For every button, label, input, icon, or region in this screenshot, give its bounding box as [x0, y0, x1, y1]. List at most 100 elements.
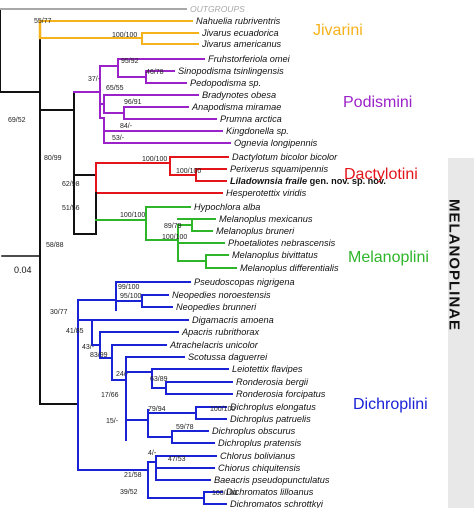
taxon-name: Nahuelia rubriventris — [196, 16, 281, 26]
taxon-label: Perixerus squamipennis — [230, 164, 328, 174]
taxon-label: Dactylotum bicolor bicolor — [232, 152, 338, 162]
support-value: 46/78 — [146, 69, 164, 76]
taxon-label: Melanoplus differentialis — [240, 263, 339, 273]
taxon-name: Perixerus squamipennis — [230, 164, 328, 174]
taxon-name: Sinopodisma tsinlingensis — [178, 66, 284, 76]
support-value: 79/94 — [148, 406, 166, 413]
taxon-label: Ronderosia forcipatus — [236, 389, 326, 399]
support-value: 17/66 — [101, 392, 119, 399]
support-value: 30/77 — [50, 309, 68, 316]
taxon-label: Nahuelia rubriventris — [196, 16, 281, 26]
taxon-label: Fruhstorferiola omei — [208, 54, 291, 64]
support-value: 63/89 — [150, 376, 168, 383]
taxon-label: Melanoplus bruneri — [216, 226, 295, 236]
taxon-label: Liladownsia fraile gen. nov. sp. nov. — [230, 176, 386, 186]
taxon-label: Pseudoscopas nigrigena — [194, 277, 295, 287]
taxon-label: Neopedies brunneri — [176, 302, 257, 312]
taxon-name: Melanoplus bivittatus — [232, 250, 318, 260]
support-value: 95/100 — [120, 293, 142, 300]
taxon-label: Dichroplus elongatus — [230, 402, 316, 412]
taxon-name: Dichroplus patruelis — [230, 414, 311, 424]
support-value: 47/53 — [168, 456, 186, 463]
taxon-label: Leiotettix flavipes — [232, 364, 303, 374]
taxon-name-suffix: gen. nov. sp. nov. — [307, 176, 386, 186]
subfamily-label: MELANOPLINAE — [446, 199, 463, 331]
taxon-name: Leiotettix flavipes — [232, 364, 303, 374]
taxon-label: Atrachelacris unicolor — [169, 340, 259, 350]
taxon-name: Ognevia longipennis — [234, 138, 318, 148]
taxon-label: Chiorus chiquitensis — [218, 463, 301, 473]
support-value: 37/- — [88, 76, 101, 83]
taxon-label: Chlorus bolivianus — [220, 451, 295, 461]
support-value: 43/- — [82, 344, 95, 351]
support-value: 89/79 — [164, 223, 182, 230]
support-value: 100/100 — [176, 168, 201, 175]
taxon-label: Apacris rubrithorax — [181, 327, 260, 337]
tribe-label-dactylotini: Dactylotini — [344, 166, 418, 183]
taxon-name: Phoetaliotes nebrascensis — [228, 238, 336, 248]
taxon-name: Dichromatos schrottkyi — [230, 499, 324, 508]
support-value: 99/100 — [118, 284, 140, 291]
taxon-label: Melanoplus bivittatus — [232, 250, 318, 260]
taxon-name: Liladownsia fraile — [230, 176, 307, 186]
taxon-name: Bradynotes obesa — [202, 90, 276, 100]
support-value: 69/52 — [8, 117, 26, 124]
support-value: 62/98 — [62, 181, 80, 188]
taxon-label: Bradynotes obesa — [202, 90, 276, 100]
taxon-label: Melanoplus mexicanus — [219, 214, 313, 224]
support-value: 24/- — [116, 371, 129, 378]
taxon-name: Melanoplus mexicanus — [219, 214, 313, 224]
taxon-label: Digamacris amoena — [192, 315, 274, 325]
taxon-label: Kingdonella sp. — [226, 126, 289, 136]
support-value: 51/56 — [62, 205, 80, 212]
taxon-label: Anapodisma miramae — [191, 102, 281, 112]
taxon-name: Digamacris amoena — [192, 315, 274, 325]
support-value: 100/100 — [120, 212, 145, 219]
taxon-name: Anapodisma miramae — [191, 102, 281, 112]
taxon-name: Ronderosia bergii — [236, 377, 309, 387]
taxon-name: Atrachelacris unicolor — [169, 340, 259, 350]
scale-label: 0.04 — [14, 265, 32, 275]
taxon-name: Dichroplus pratensis — [218, 438, 302, 448]
taxon-label: Dichroplus patruelis — [230, 414, 311, 424]
tribe-label-melanoplini: Melanoplini — [348, 249, 429, 266]
support-value: 80/99 — [44, 155, 62, 162]
subfamily-band — [448, 158, 474, 508]
support-value: 100/100 — [112, 32, 137, 39]
outgroup-label: OUTGROUPS — [190, 4, 245, 14]
taxon-name: Hypochlora alba — [194, 202, 260, 212]
taxon-label: Sinopodisma tsinlingensis — [178, 66, 284, 76]
taxon-name: Dichromatos lilloanus — [226, 487, 314, 497]
taxon-name: Fruhstorferiola omei — [208, 54, 291, 64]
taxon-label: Dichromatos lilloanus — [226, 487, 314, 497]
taxon-name: Pedopodisma sp. — [190, 78, 261, 88]
taxon-label: Hesperotettix viridis — [226, 188, 307, 198]
taxon-name: Neopedies brunneri — [176, 302, 257, 312]
support-value: 83/99 — [90, 352, 108, 359]
taxon-label: Pedopodisma sp. — [190, 78, 261, 88]
support-value: 55/77 — [34, 18, 52, 25]
support-value: 100/100 — [142, 156, 167, 163]
taxon-label: Ronderosia bergii — [236, 377, 309, 387]
taxon-label: Scotussa daguerrei — [188, 352, 268, 362]
support-value: 95/92 — [121, 58, 139, 65]
taxon-name: Scotussa daguerrei — [188, 352, 268, 362]
taxon-name: Neopedies noroestensis — [172, 290, 271, 300]
taxon-label: Dichromatos schrottkyi — [230, 499, 324, 508]
support-value: 84/- — [120, 123, 133, 130]
taxon-label: Phoetaliotes nebrascensis — [228, 238, 336, 248]
support-value: 100/100 — [162, 234, 187, 241]
support-value: 53/- — [112, 135, 125, 142]
support-value: 65/55 — [106, 85, 124, 92]
support-value: 100/100 — [212, 490, 237, 497]
taxon-name: Kingdonella sp. — [226, 126, 289, 136]
support-value: 100/100 — [210, 406, 235, 413]
support-value: 59/78 — [176, 424, 194, 431]
taxon-name: Pseudoscopas nigrigena — [194, 277, 295, 287]
taxon-label: Jivarus ecuadorica — [201, 28, 279, 38]
support-value: 41/85 — [66, 328, 84, 335]
support-value: 96/91 — [124, 99, 142, 106]
taxon-name: Prumna arctica — [220, 114, 282, 124]
support-value: 4/- — [148, 450, 157, 457]
